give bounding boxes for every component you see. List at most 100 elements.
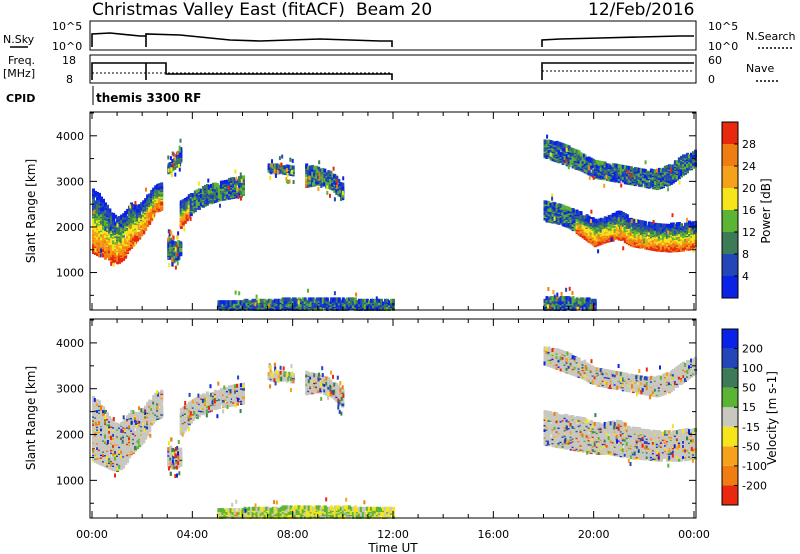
power-cell <box>130 215 133 220</box>
power-cell <box>217 190 221 195</box>
power-cell <box>565 158 568 163</box>
power-cell <box>179 241 183 246</box>
power-cell <box>126 245 130 250</box>
power-cell <box>205 197 209 202</box>
power-cell <box>170 173 173 178</box>
power-cell <box>667 230 670 235</box>
noise-left-tick-top: 10^5 <box>52 20 82 33</box>
power-cell <box>643 220 647 225</box>
power-cell <box>110 228 114 233</box>
power-colorbar-tick-label: 24 <box>742 160 756 173</box>
power-cell <box>290 170 293 174</box>
power-cell <box>619 210 623 215</box>
power-cell <box>189 193 193 197</box>
power-cell <box>332 166 335 171</box>
power-cell <box>609 227 613 232</box>
power-cell <box>337 189 341 194</box>
power-cell <box>583 225 587 229</box>
power-cell <box>581 234 585 239</box>
power-cell <box>317 166 321 171</box>
power-cell <box>599 228 603 233</box>
power-cell <box>110 212 114 217</box>
power-cell <box>557 216 561 221</box>
frequency-panel: Freq. [MHz] 18 8 60 0 Nave <box>3 54 778 86</box>
power-cell <box>179 157 182 162</box>
power-cell <box>130 232 134 237</box>
power-cell <box>138 204 142 209</box>
power-cell <box>613 212 617 217</box>
power-cell <box>205 189 209 194</box>
power-cell <box>308 175 311 180</box>
power-cell <box>607 217 611 222</box>
power-cell <box>104 236 107 241</box>
power-cell <box>132 242 136 247</box>
power-cell <box>567 206 571 211</box>
power-cell <box>609 214 613 219</box>
power-cell <box>167 168 170 173</box>
power-cell <box>209 189 213 194</box>
power-cell <box>553 211 557 216</box>
power-cell <box>193 195 197 200</box>
power-cell <box>615 210 619 215</box>
power-cell <box>100 219 103 224</box>
power-scatter-band-0 <box>92 182 164 267</box>
power-cell <box>571 223 575 227</box>
power-cell <box>627 223 631 228</box>
power-cell <box>587 232 591 236</box>
power-cell <box>307 288 309 293</box>
power-cell <box>225 194 229 199</box>
power-cell <box>134 238 138 243</box>
power-cell <box>128 227 132 232</box>
power-cell <box>179 250 183 255</box>
power-cell <box>140 224 144 229</box>
power-cell <box>605 174 608 179</box>
power-cell <box>183 219 187 224</box>
velocity-cell <box>102 406 105 411</box>
power-colorbar-swatch <box>722 254 738 276</box>
power-cell <box>626 169 629 174</box>
power-cell <box>311 165 315 170</box>
power-cell <box>176 252 179 257</box>
power-cell <box>128 234 132 239</box>
power-cell <box>195 189 199 194</box>
power-cell <box>116 216 120 221</box>
power-cell <box>217 187 221 192</box>
power-cell <box>595 235 599 240</box>
power-cell <box>207 195 211 200</box>
power-colorbar-swatch <box>722 166 738 188</box>
power-cell <box>100 248 103 253</box>
cpid-value: themis 3300 RF <box>96 91 201 105</box>
power-cell <box>93 209 95 214</box>
power-cell <box>169 162 172 167</box>
power-cell <box>132 204 136 209</box>
power-cell <box>575 209 579 214</box>
power-cell <box>195 198 199 203</box>
power-cell <box>174 172 177 177</box>
power-cell <box>178 167 181 172</box>
power-cell <box>307 180 311 185</box>
power-cell <box>644 160 647 165</box>
power-cell <box>547 218 551 223</box>
power-cell <box>232 303 235 308</box>
power-cell <box>278 156 281 161</box>
power-cell <box>108 238 112 243</box>
power-colorbar-tick-label: 4 <box>742 270 749 283</box>
power-cell <box>281 169 285 174</box>
power-cell <box>627 218 631 222</box>
power-cell <box>318 172 321 177</box>
power-colorbar-tick-label: 20 <box>742 182 756 195</box>
power-cell <box>287 180 289 184</box>
power-cell <box>589 228 593 232</box>
power-cell <box>313 171 317 176</box>
power-cell <box>94 248 97 253</box>
freq-left-tick-bottom: 8 <box>66 73 73 86</box>
power-cell <box>568 286 571 291</box>
power-cell <box>116 257 120 262</box>
power-cell <box>102 198 105 203</box>
power-cell <box>269 166 273 171</box>
power-cell <box>575 217 579 222</box>
power-cell <box>667 187 670 192</box>
power-cell <box>134 218 138 222</box>
power-cell <box>138 223 142 228</box>
power-cell <box>171 248 175 253</box>
